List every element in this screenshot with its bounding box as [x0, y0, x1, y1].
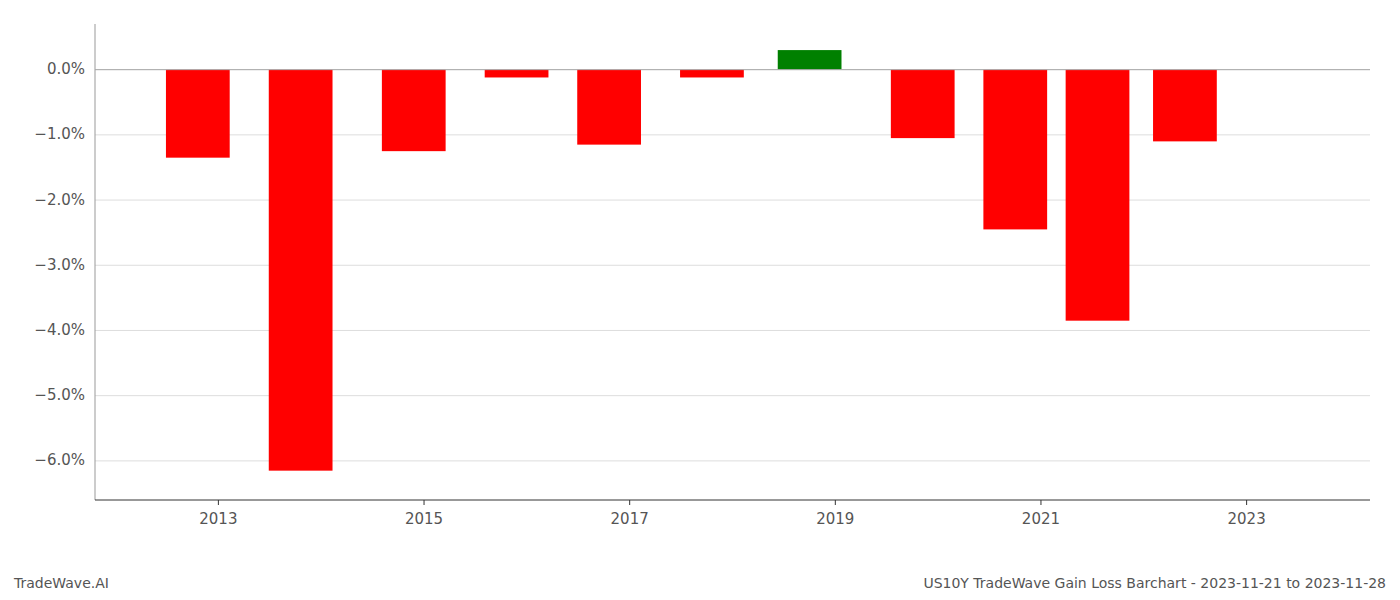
- footer-right: US10Y TradeWave Gain Loss Barchart - 202…: [923, 575, 1386, 591]
- bar: [680, 70, 744, 78]
- y-tick-label: −6.0%: [34, 451, 85, 469]
- x-tick-label: 2013: [199, 510, 237, 528]
- x-tick-mark: [1246, 500, 1247, 505]
- bar: [485, 70, 549, 78]
- chart-container: 0.0%−1.0%−2.0%−3.0%−4.0%−5.0%−6.0%201320…: [0, 0, 1400, 600]
- bar: [577, 70, 641, 145]
- x-tick-mark: [835, 500, 836, 505]
- bar: [778, 50, 842, 70]
- chart-svg: 0.0%−1.0%−2.0%−3.0%−4.0%−5.0%−6.0%201320…: [0, 0, 1400, 600]
- footer-left: TradeWave.AI: [13, 575, 109, 591]
- y-tick-label: −4.0%: [34, 321, 85, 339]
- x-ticks: 2013 2015 2017 2019 2021 2023: [199, 500, 1265, 528]
- x-tick-mark: [424, 500, 425, 505]
- bar: [1153, 70, 1217, 142]
- y-tick-label: −5.0%: [34, 386, 85, 404]
- bar: [166, 70, 230, 158]
- zero-line: [95, 69, 1370, 70]
- x-tick-label: 2019: [816, 510, 854, 528]
- x-tick-label: 2023: [1228, 510, 1266, 528]
- y-tick-label: −1.0%: [34, 125, 85, 143]
- x-tick-label: 2021: [1022, 510, 1060, 528]
- bars: [166, 50, 1217, 471]
- bar: [983, 70, 1047, 230]
- y-tick-labels: 0.0% −1.0% −2.0% −3.0% −4.0% −5.0% −6.0%: [34, 60, 85, 469]
- bar: [1066, 70, 1130, 321]
- grid-line: [95, 69, 1370, 70]
- y-tick-label: −3.0%: [34, 256, 85, 274]
- x-tick-label: 2015: [405, 510, 443, 528]
- x-tick-label: 2017: [611, 510, 649, 528]
- y-tick-label: 0.0%: [47, 60, 85, 78]
- y-tick-label: −2.0%: [34, 191, 85, 209]
- x-tick-mark: [1040, 500, 1041, 505]
- x-axis-line: [95, 500, 1370, 501]
- x-tick-mark: [629, 500, 630, 505]
- bar: [382, 70, 446, 152]
- x-tick-mark: [218, 500, 219, 505]
- bar: [269, 70, 333, 471]
- bar: [891, 70, 955, 138]
- y-axis-line: [95, 24, 96, 500]
